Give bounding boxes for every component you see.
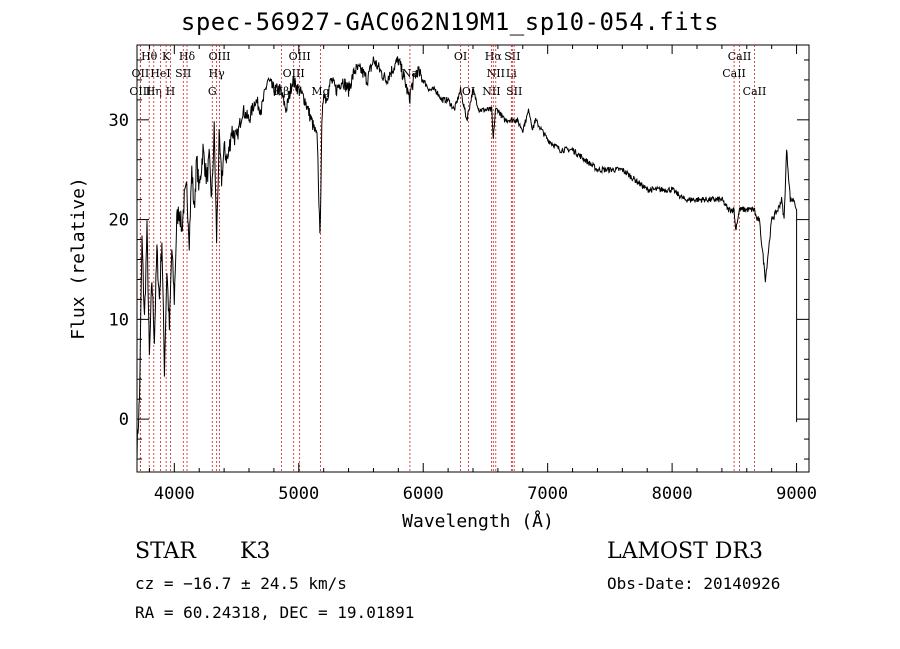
line-label-17: OI xyxy=(454,50,467,63)
obs-date: Obs-Date: 20140926 xyxy=(607,574,781,593)
line-label-0: Hθ xyxy=(141,50,158,63)
y-tick-label-3: 30 xyxy=(109,111,129,131)
line-label-25: CaII xyxy=(728,50,752,63)
line-label-4: HeI xyxy=(150,67,170,80)
line-label-26: CaII xyxy=(722,67,746,80)
x-tick-label-0: 4000 xyxy=(154,484,195,504)
line-label-13: OIII xyxy=(283,67,305,80)
y-axis-label: Flux (relative) xyxy=(68,177,89,340)
line-label-5: K xyxy=(162,50,171,63)
line-label-7: Hδ xyxy=(179,50,196,63)
line-label-16: Na xyxy=(402,67,419,80)
line-label-2: OIII xyxy=(129,85,151,98)
line-label-10: Hγ xyxy=(209,67,226,80)
y-tick-label-2: 20 xyxy=(109,211,129,231)
x-axis-label: Wavelength (Å) xyxy=(402,510,554,532)
y-tick-label-0: 0 xyxy=(119,410,129,430)
line-label-15: Mg xyxy=(311,85,329,98)
line-label-18: OI xyxy=(462,85,475,98)
line-label-11: G xyxy=(208,85,217,98)
y-tick-label-1: 10 xyxy=(109,310,129,330)
x-tick-label-1: 5000 xyxy=(278,484,319,504)
line-label-6: H xyxy=(166,85,176,98)
object-subclass: K3 xyxy=(240,539,271,564)
redshift-readout: cz = −16.7 ± 24.5 km/s xyxy=(135,574,347,593)
x-tick-label-2: 6000 xyxy=(403,484,444,504)
line-label-9: OIII xyxy=(208,50,230,63)
survey-label: LAMOST DR3 xyxy=(607,539,763,564)
line-label-19: Hα xyxy=(485,50,503,63)
chart-title: spec-56927-GAC062N19M1_sp10-054.fits xyxy=(180,8,720,36)
line-label-23: Li xyxy=(506,67,517,80)
x-tick-label-5: 9000 xyxy=(776,484,817,504)
line-label-22: SII xyxy=(504,50,520,63)
x-tick-label-4: 8000 xyxy=(652,484,693,504)
x-tick-label-3: 7000 xyxy=(527,484,568,504)
plot-frame xyxy=(136,44,810,473)
line-label-20: NII xyxy=(487,67,505,80)
line-label-12: OIII xyxy=(289,50,311,63)
line-label-8: SII xyxy=(175,67,191,80)
line-label-24: SII xyxy=(506,85,522,98)
object-class: STAR xyxy=(135,539,196,564)
spectrum-series-line xyxy=(136,56,798,461)
coordinates: RA = 60.24318, DEC = 19.01891 xyxy=(135,603,415,622)
line-label-21: NII xyxy=(482,85,500,98)
line-label-3: Hη xyxy=(146,85,162,98)
line-label-27: CaII xyxy=(743,85,767,98)
